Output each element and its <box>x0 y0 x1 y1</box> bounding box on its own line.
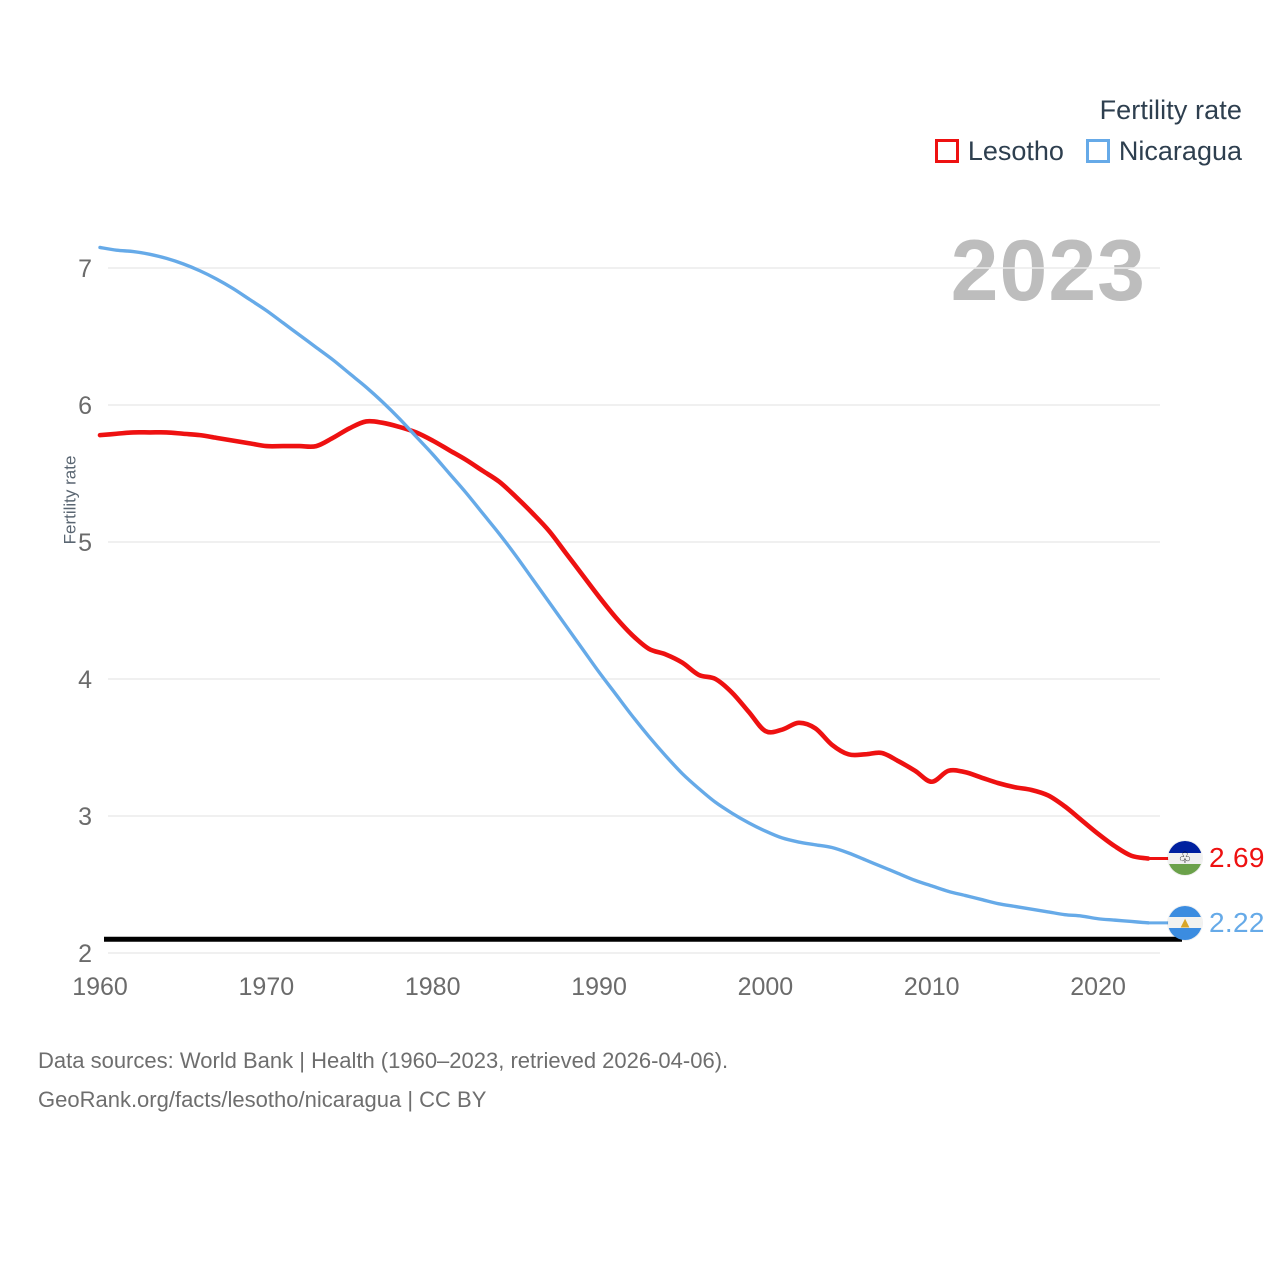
x-tick-label: 1960 <box>72 973 128 1001</box>
lesotho-flag-icon: ♧ <box>1168 841 1202 876</box>
chart-svg: 2 3 4 5 6 7 1960 1970 1980 1990 2000 2010 2020 <box>72 245 1182 1001</box>
series-line-lesotho <box>97 418 1151 861</box>
end-value-lesotho: 2.69 <box>1209 842 1265 874</box>
end-label-lesotho: ♧ 2.69 <box>1168 841 1265 876</box>
legend-label-lesotho: Lesotho <box>967 135 1064 166</box>
x-axis-tick-labels: 1960 1970 1980 1990 2000 2010 2020 <box>72 973 1126 1001</box>
x-tick-label: 2010 <box>904 973 960 1001</box>
y-tick-label: 4 <box>78 666 92 694</box>
x-tick-label: 2000 <box>738 973 794 1001</box>
y-axis-tick-labels: 2 3 4 5 6 7 <box>78 255 92 968</box>
x-tick-label: 1970 <box>239 973 295 1001</box>
y-tick-label: 3 <box>78 803 92 831</box>
end-label-nicaragua: ▲ 2.22 <box>1168 905 1265 940</box>
y-tick-label: 7 <box>78 255 92 283</box>
y-axis-title: Fertility rate <box>60 455 80 545</box>
legend-title: Fertility rate <box>1099 95 1242 125</box>
chart-legend: Fertility rate Lesotho Nicaragua <box>934 95 1242 167</box>
series-line-nicaragua <box>98 245 1150 925</box>
footer-line-attribution[interactable]: GeoRank.org/facts/lesotho/nicaragua | CC… <box>38 1086 487 1112</box>
legend-entries: Lesotho Nicaragua <box>934 135 1242 167</box>
chart-plot-area: 2 3 4 5 6 7 1960 1970 1980 1990 2000 2010 2020 Fert… <box>60 245 1182 1001</box>
x-tick-label: 1990 <box>571 973 627 1001</box>
legend-swatch-lesotho <box>934 139 959 164</box>
end-value-nicaragua: 2.22 <box>1209 906 1265 938</box>
x-tick-label: 2020 <box>1070 973 1126 1001</box>
footer-line-sources: Data sources: World Bank | Health (1960–… <box>38 1048 729 1073</box>
chart-gridlines <box>108 267 1160 954</box>
nicaragua-flag-icon: ▲ <box>1168 905 1202 940</box>
legend-label-nicaragua: Nicaragua <box>1118 135 1242 166</box>
y-tick-label: 2 <box>78 940 92 968</box>
legend-swatch-nicaragua <box>1085 139 1110 164</box>
y-tick-label: 5 <box>78 529 92 557</box>
x-tick-label: 1980 <box>405 973 461 1001</box>
y-tick-label: 6 <box>78 392 92 420</box>
legend-item-nicaragua[interactable]: Nicaragua <box>1085 135 1242 167</box>
legend-item-lesotho[interactable]: Lesotho <box>934 135 1064 167</box>
chart-series <box>97 245 1151 925</box>
chart-footer: Data sources: World Bank | Health (1960–… <box>38 1042 728 1119</box>
year-watermark: 2023 <box>950 223 1146 319</box>
